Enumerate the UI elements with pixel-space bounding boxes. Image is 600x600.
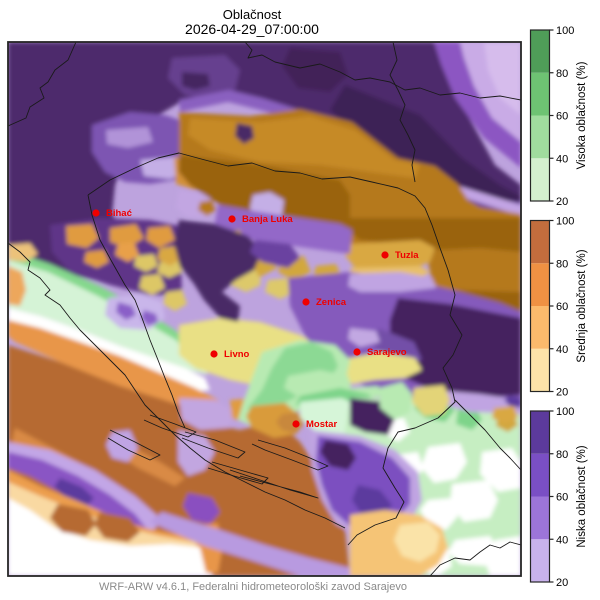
svg-text:Visoka oblačnost (%): Visoka oblačnost (%): [576, 61, 588, 169]
svg-text:100: 100: [556, 25, 574, 37]
svg-text:Oblačnost: Oblačnost: [223, 7, 282, 22]
svg-text:Sarajevo: Sarajevo: [367, 347, 407, 358]
svg-text:100: 100: [556, 406, 574, 418]
svg-text:Srednja oblačnost (%): Srednja oblačnost (%): [576, 249, 588, 362]
svg-text:Livno: Livno: [224, 349, 250, 360]
svg-text:Bihać: Bihać: [106, 208, 132, 219]
svg-text:Banja Luka: Banja Luka: [242, 214, 293, 225]
svg-text:Zenica: Zenica: [316, 297, 347, 308]
svg-text:60: 60: [556, 301, 568, 313]
svg-text:2026-04-29_07:00:00: 2026-04-29_07:00:00: [185, 21, 319, 37]
svg-text:60: 60: [556, 111, 568, 123]
svg-text:100: 100: [556, 216, 574, 228]
svg-text:80: 80: [556, 449, 568, 461]
svg-text:80: 80: [556, 258, 568, 270]
svg-text:Tuzla: Tuzla: [395, 250, 419, 261]
svg-text:60: 60: [556, 492, 568, 504]
svg-text:Niska oblačnost (%): Niska oblačnost (%): [576, 445, 588, 547]
svg-text:20: 20: [556, 196, 568, 208]
svg-text:20: 20: [556, 387, 568, 399]
svg-text:40: 40: [556, 534, 568, 546]
svg-text:40: 40: [556, 153, 568, 165]
svg-text:WRF-ARW v4.6.1, Federalni hidr: WRF-ARW v4.6.1, Federalni hidrometeorolo…: [99, 581, 407, 593]
svg-text:20: 20: [556, 577, 568, 589]
svg-text:Mostar: Mostar: [306, 419, 337, 430]
svg-text:40: 40: [556, 344, 568, 356]
svg-text:80: 80: [556, 68, 568, 80]
